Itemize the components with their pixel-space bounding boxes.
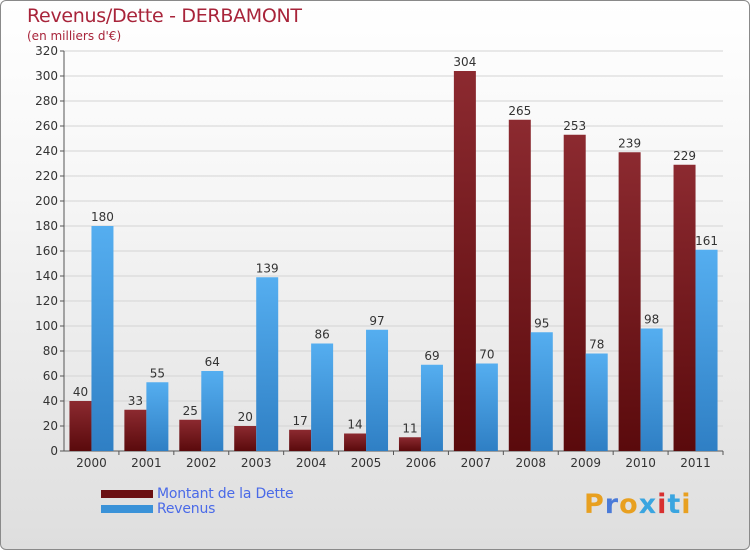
bar-dette [289, 429, 312, 451]
chart-subtitle: (en milliers d'€) [27, 29, 122, 43]
bar-dette [618, 152, 641, 451]
data-label-dette: 20 [238, 410, 253, 424]
data-label-dette: 33 [128, 394, 143, 408]
bar-dette [179, 419, 202, 451]
logo-letter: x [638, 489, 658, 520]
labels-layer: 0204060801001201401601802002202402602803… [35, 44, 718, 470]
data-label-revenus: 70 [479, 348, 494, 362]
y-tick-label: 320 [35, 44, 58, 58]
legend-swatch-revenus [101, 505, 153, 513]
logo-letter: i [681, 489, 692, 520]
bar-revenus [420, 364, 443, 451]
bar-revenus [256, 277, 279, 451]
logo-letter: r [604, 489, 620, 520]
bar-dette [508, 119, 531, 451]
proxiti-logo: Proxiti [584, 489, 692, 520]
data-label-revenus: 180 [91, 210, 114, 224]
y-tick-label: 280 [35, 94, 58, 108]
bar-dette [563, 134, 586, 451]
y-tick-label: 100 [35, 319, 58, 333]
bar-revenus [475, 363, 498, 451]
data-label-revenus: 55 [150, 366, 165, 380]
y-tick-label: 140 [35, 269, 58, 283]
data-label-revenus: 98 [644, 313, 659, 327]
bar-revenus [91, 226, 114, 451]
y-tick-label: 120 [35, 294, 58, 308]
logo-letter: t [667, 489, 682, 520]
y-tick-label: 40 [43, 394, 58, 408]
y-tick-label: 160 [35, 244, 58, 258]
x-tick-label: 2005 [351, 456, 382, 470]
x-tick-label: 2008 [516, 456, 547, 470]
data-label-revenus: 86 [314, 328, 329, 342]
bar-revenus [695, 249, 718, 451]
y-tick-label: 20 [43, 419, 58, 433]
bar-revenus [366, 329, 389, 451]
logo-letter: i [657, 489, 668, 520]
data-label-dette: 40 [73, 385, 88, 399]
y-tick-label: 220 [35, 169, 58, 183]
x-tick-label: 2009 [570, 456, 601, 470]
y-tick-label: 240 [35, 144, 58, 158]
x-tick-label: 2007 [461, 456, 492, 470]
bar-revenus [640, 328, 663, 451]
data-label-revenus: 64 [205, 355, 220, 369]
bar-revenus [311, 343, 334, 451]
bars-layer [69, 71, 718, 451]
logo-letter: o [619, 489, 639, 520]
legend-label-revenus: Revenus [157, 501, 216, 517]
y-tick-label: 0 [50, 444, 58, 458]
y-tick-label: 300 [35, 69, 58, 83]
data-label-revenus: 139 [256, 261, 279, 275]
x-tick-label: 2003 [241, 456, 272, 470]
data-label-dette: 14 [347, 418, 362, 432]
x-tick-label: 2010 [625, 456, 656, 470]
x-tick-label: 2004 [296, 456, 327, 470]
data-label-revenus: 69 [424, 349, 439, 363]
bar-revenus [585, 353, 608, 451]
data-label-dette: 25 [183, 404, 198, 418]
grid-layer [60, 50, 724, 455]
data-label-revenus: 78 [589, 338, 604, 352]
data-label-dette: 229 [673, 149, 696, 163]
bar-dette [234, 426, 257, 451]
data-label-dette: 17 [292, 414, 307, 428]
bar-dette [398, 437, 421, 451]
legend-label-dette: Montant de la Dette [157, 486, 294, 502]
data-label-dette: 239 [618, 136, 641, 150]
bar-revenus [201, 371, 224, 451]
data-label-revenus: 95 [534, 316, 549, 330]
bar-dette [124, 409, 147, 451]
y-tick-label: 260 [35, 119, 58, 133]
bar-revenus [530, 332, 553, 451]
chart-title: Revenus/Dette - DERBAMONT [27, 5, 302, 27]
x-tick-label: 2001 [131, 456, 162, 470]
data-label-dette: 265 [508, 104, 531, 118]
y-tick-label: 180 [35, 219, 58, 233]
data-label-dette: 11 [402, 421, 417, 435]
bar-dette [673, 164, 696, 451]
data-label-dette: 304 [453, 55, 476, 69]
bar-dette [69, 401, 92, 451]
bar-revenus [146, 382, 169, 451]
data-label-revenus: 97 [369, 314, 384, 328]
x-tick-label: 2000 [76, 456, 107, 470]
y-tick-label: 200 [35, 194, 58, 208]
x-tick-label: 2011 [680, 456, 711, 470]
x-tick-label: 2002 [186, 456, 217, 470]
bar-dette [344, 433, 367, 451]
y-tick-label: 80 [43, 344, 58, 358]
x-tick-label: 2006 [406, 456, 437, 470]
logo-letter: P [584, 489, 605, 520]
bar-dette [453, 71, 476, 451]
legend-swatch-dette [101, 490, 153, 498]
data-label-dette: 253 [563, 119, 586, 133]
y-tick-label: 60 [43, 369, 58, 383]
data-label-revenus: 161 [695, 234, 718, 248]
